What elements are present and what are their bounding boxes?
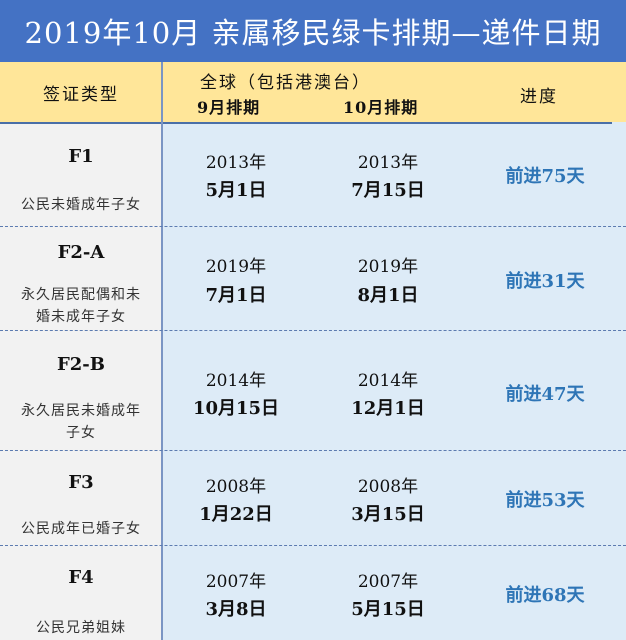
oct-year: 2014年 bbox=[357, 371, 419, 391]
sep-year: 2013年 bbox=[205, 153, 267, 173]
sep-year: 2008年 bbox=[205, 477, 267, 497]
table-row: F2-B 永久居民未婚成年 子女 2014年 10月15日 2014年 12月1… bbox=[0, 330, 626, 450]
row-divider bbox=[0, 226, 626, 227]
oct-year: 2007年 bbox=[357, 572, 419, 592]
visa-code: F2-A bbox=[57, 242, 105, 263]
visa-code: F1 bbox=[68, 146, 94, 167]
header-visa-type: 签证类型 bbox=[43, 84, 119, 105]
oct-date: 12月1日 bbox=[351, 398, 425, 419]
sep-date: 7月1日 bbox=[205, 285, 267, 306]
oct-date: 3月15日 bbox=[351, 504, 425, 525]
progress-value: 前进75天 bbox=[505, 166, 585, 187]
page-title: 2019年10月 亲属移民绿卡排期—递件日期 bbox=[0, 0, 626, 62]
sep-date: 1月22日 bbox=[199, 504, 273, 525]
sep-year: 2014年 bbox=[205, 371, 267, 391]
visa-type-column bbox=[0, 124, 162, 640]
visa-code: F3 bbox=[68, 472, 94, 493]
visa-code: F2-B bbox=[57, 354, 105, 375]
progress-value: 前进68天 bbox=[505, 585, 585, 606]
table-row: F4 公民兄弟姐妹 2007年 3月8日 2007年 5月15日 前进68天 bbox=[0, 545, 626, 640]
visa-description-line-1: 永久居民未婚成年 bbox=[21, 403, 141, 419]
header-progress: 进度 bbox=[520, 87, 558, 107]
progress-value: 前进47天 bbox=[505, 384, 585, 405]
header-oct-bulletin: 10月排期 bbox=[343, 98, 419, 117]
visa-description: 公民成年已婚子女 bbox=[21, 521, 141, 537]
visa-description-line-1: 永久居民配偶和未 bbox=[21, 287, 141, 303]
visa-description-line-2: 婚未成年子女 bbox=[36, 309, 126, 325]
oct-year: 2008年 bbox=[357, 477, 419, 497]
oct-date: 5月15日 bbox=[351, 599, 425, 620]
table-row: F1 公民未婚成年子女 2013年 5月1日 2013年 7月15日 前进75天 bbox=[0, 124, 626, 226]
progress-value: 前进53天 bbox=[505, 490, 585, 511]
sep-date: 10月15日 bbox=[192, 398, 280, 419]
visa-description: 公民兄弟姐妹 bbox=[36, 620, 126, 636]
column-divider bbox=[161, 62, 163, 640]
row-divider bbox=[0, 450, 626, 451]
row-divider bbox=[0, 330, 626, 331]
visa-description: 公民未婚成年子女 bbox=[21, 197, 141, 213]
sep-year: 2007年 bbox=[205, 572, 267, 592]
header-divider bbox=[0, 122, 612, 124]
oct-year: 2013年 bbox=[357, 153, 419, 173]
visa-description-line-2: 子女 bbox=[66, 425, 96, 441]
oct-year: 2019年 bbox=[357, 257, 419, 277]
progress-value: 前进31天 bbox=[505, 271, 585, 292]
table-header: 签证类型 全球（包括港澳台） 9月排期 10月排期 进度 bbox=[0, 62, 626, 122]
sep-date: 5月1日 bbox=[205, 180, 267, 201]
table-row: F2-A 永久居民配偶和未 婚未成年子女 2019年 7月1日 2019年 8月… bbox=[0, 226, 626, 330]
table-row: F3 公民成年已婚子女 2008年 1月22日 2008年 3月15日 前进53… bbox=[0, 450, 626, 545]
oct-date: 8月1日 bbox=[357, 285, 419, 306]
row-divider bbox=[0, 545, 626, 546]
header-global: 全球（包括港澳台） bbox=[200, 73, 371, 93]
oct-date: 7月15日 bbox=[351, 180, 425, 201]
header-sep-bulletin: 9月排期 bbox=[197, 98, 261, 117]
sep-year: 2019年 bbox=[205, 257, 267, 277]
visa-code: F4 bbox=[68, 567, 94, 588]
sep-date: 3月8日 bbox=[205, 599, 267, 620]
